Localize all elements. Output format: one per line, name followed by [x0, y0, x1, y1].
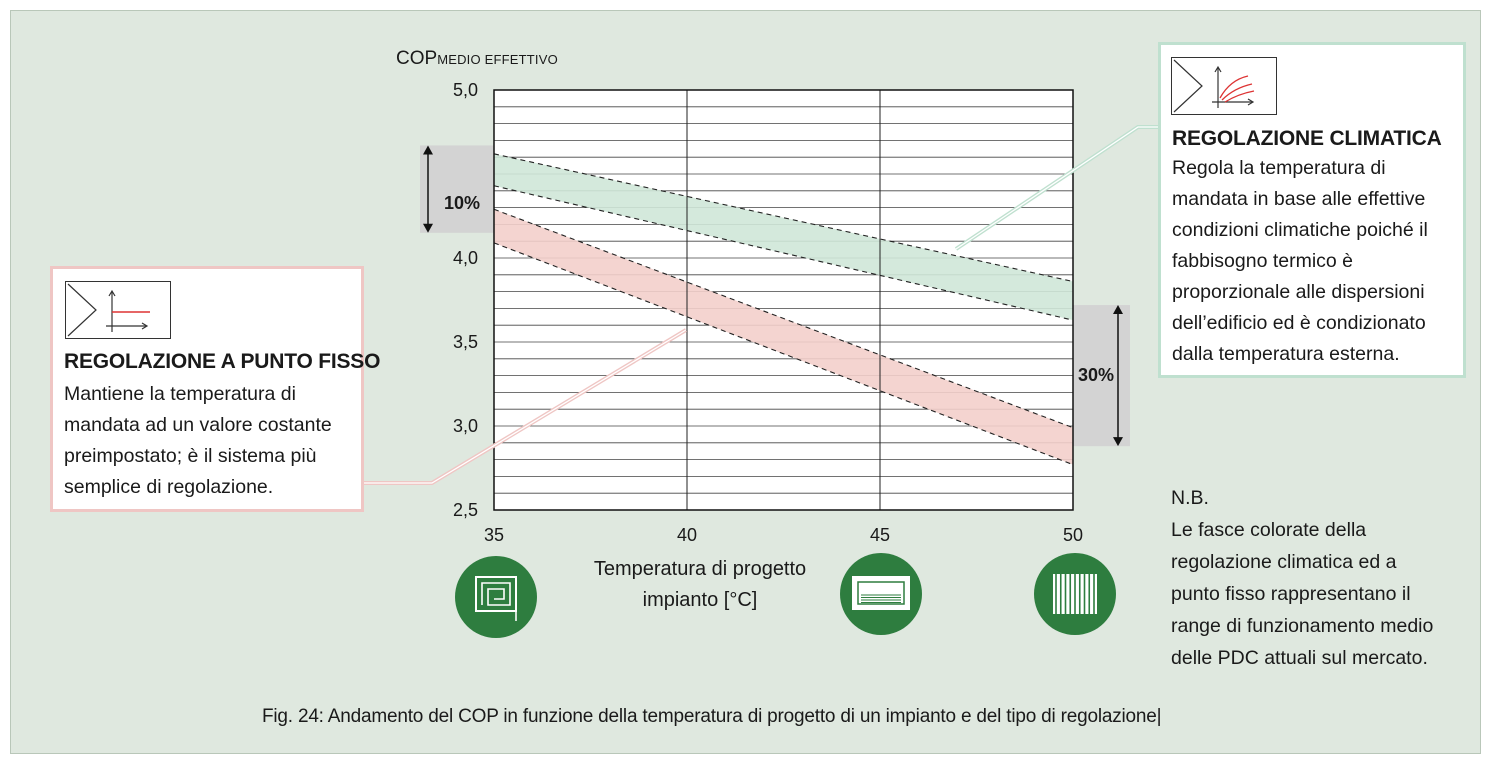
climatic-description: Regola la temperatura di mandata in base…: [1172, 157, 1428, 365]
arrow-30-percent-head-bottom: [1113, 437, 1123, 447]
fixed-point-description: Mantiene la temperatura di mandata ad un…: [64, 383, 332, 498]
band-fisso-lower: [493, 242, 1074, 466]
arrow-30-percent-head-top: [1113, 305, 1123, 315]
callout-line-clima-inner: [955, 126, 1160, 250]
x-tick-label: 50: [1063, 525, 1083, 545]
plot-area: [494, 90, 1073, 510]
plot-border: [493, 89, 1074, 511]
fan-coil-panel: [857, 581, 905, 605]
x-tick-label: 40: [677, 525, 697, 545]
arrow-10-percent-head-bottom: [423, 223, 433, 233]
nb-note: N.B. Le fasce colorate della regolazione…: [1171, 487, 1434, 669]
band-climatica: [494, 153, 1073, 321]
band-30-percent: [1073, 305, 1130, 447]
x-axis-label: Temperatura di progetto impianto [°C]: [593, 558, 807, 611]
annotation-30-percent: 30%: [1078, 365, 1115, 385]
floor-heating-frame: [475, 576, 517, 612]
callout-line-fisso-inner: [364, 329, 687, 484]
arrow-10-percent-head-top: [423, 145, 433, 155]
y-tick-label: 3,0: [453, 416, 478, 436]
x-tick-label: 45: [870, 525, 890, 545]
x-tick-label: 35: [484, 525, 504, 545]
y-tick-label: 3,5: [453, 332, 478, 352]
fixed-point-curve-icon: [65, 281, 171, 339]
band-10-percent: [420, 145, 494, 233]
band-fisso-upper: [493, 208, 1074, 429]
y-tick-label: 5,0: [453, 80, 478, 100]
climatic-curves-icon: [1171, 57, 1277, 115]
band-climatica-lower: [493, 185, 1074, 321]
fixed-point-title: REGOLAZIONE A PUNTO FISSO: [64, 350, 381, 373]
climatic-regulation-box: REGOLAZIONE CLIMATICA Regola la temperat…: [1158, 42, 1466, 378]
floor-heating-coil: [481, 582, 511, 606]
climatic-title: REGOLAZIONE CLIMATICA: [1172, 127, 1442, 150]
annotation-10-percent: 10%: [444, 193, 481, 213]
y-tick-label: 2,5: [453, 500, 478, 520]
fixed-point-regulation-box: REGOLAZIONE A PUNTO FISSO Mantiene la te…: [50, 266, 380, 512]
y-tick-label: 4,0: [453, 248, 478, 268]
y-axis-label: COPMEDIO EFFETTIVO: [396, 48, 558, 69]
floor-heating-icon: [455, 556, 537, 638]
band-fisso: [494, 209, 1073, 465]
figure-caption: Fig. 24: Andamento del COP in funzione d…: [262, 706, 1162, 727]
